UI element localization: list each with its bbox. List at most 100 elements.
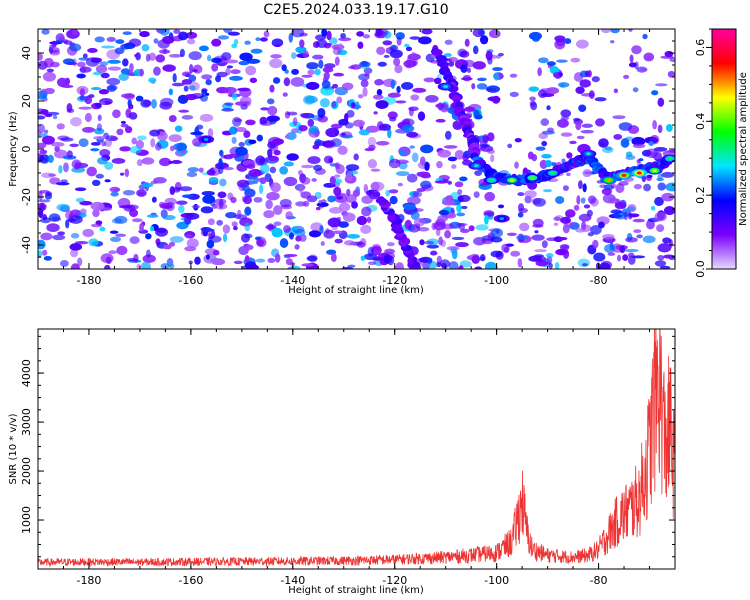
heatmap-noise-cell xyxy=(627,252,635,258)
heatmap-noise-cell xyxy=(279,238,289,248)
heatmap-noise-cell xyxy=(62,58,75,65)
heatmap-noise-cell xyxy=(612,115,626,120)
heatmap-noise-cell xyxy=(69,143,79,148)
heatmap-noise-cell xyxy=(151,196,157,203)
heatmap-peak-core xyxy=(529,176,535,180)
heatmap-noise-cell xyxy=(248,139,257,145)
heatmap-noise-cell xyxy=(424,161,430,172)
heatmap-noise-cell xyxy=(223,167,234,171)
heatmap-noise-cell xyxy=(456,203,462,213)
heatmap-noise-cell xyxy=(613,133,623,140)
heatmap-noise-cell xyxy=(291,226,299,230)
heatmap-noise-cell xyxy=(631,136,646,146)
heatmap-noise-cell xyxy=(78,138,89,148)
heatmap-noise-cell xyxy=(616,254,622,262)
heatmap-noise-cell xyxy=(245,65,257,76)
heatmap-noise-cell xyxy=(43,57,54,68)
heatmap-noise-cell xyxy=(395,262,404,269)
heatmap-noise-cell xyxy=(610,209,623,214)
heatmap-noise-cell xyxy=(399,150,405,157)
heatmap-noise-cell xyxy=(632,87,639,93)
heatmap-noise-cell xyxy=(66,150,73,159)
heatmap-noise-cell xyxy=(42,249,48,256)
heatmap-noise-cell xyxy=(323,139,336,149)
heatmap-noise-cell xyxy=(181,71,192,77)
heatmap-noise-cell xyxy=(263,30,270,38)
heatmap-noise-cell xyxy=(129,63,134,73)
heatmap-noise-cell xyxy=(479,145,494,152)
heatmap-noise-cell xyxy=(638,158,644,162)
heatmap-noise-cell xyxy=(372,256,383,261)
heatmap-noise-cell xyxy=(47,154,54,163)
heatmap-noise-cell xyxy=(669,57,675,63)
heatmap-noise-cell xyxy=(459,176,468,182)
heatmap-noise-cell xyxy=(514,161,519,169)
heatmap-noise-cell xyxy=(322,66,334,73)
heatmap-noise-cell xyxy=(290,76,305,87)
heatmap-noise-cell xyxy=(269,58,283,69)
heatmap-noise-cell xyxy=(295,235,302,242)
heatmap-noise-cell xyxy=(71,29,79,36)
heatmap-noise-cell xyxy=(560,132,573,137)
heatmap-noise-cell xyxy=(530,101,538,111)
heatmap-noise-cell xyxy=(90,201,105,211)
heatmap-noise-cell xyxy=(458,264,464,269)
heatmap-noise-cell xyxy=(174,125,183,132)
heatmap-noise-cell xyxy=(183,85,189,92)
heatmap-noise-cell xyxy=(272,138,284,145)
heatmap-noise-cell xyxy=(112,109,121,119)
heatmap-peak-core xyxy=(667,157,673,161)
heatmap-noise-cell xyxy=(273,221,282,226)
heatmap-noise-cell xyxy=(48,213,61,222)
heatmap-noise-cell xyxy=(318,59,324,69)
heatmap-noise-cell xyxy=(219,178,227,187)
heatmap-noise-cell xyxy=(359,61,371,68)
heatmap-noise-cell xyxy=(438,236,443,246)
heatmap-noise-cell xyxy=(244,222,251,232)
heatmap-noise-cell xyxy=(148,52,157,61)
heatmap-noise-cell xyxy=(358,129,370,136)
heatmap-noise-cell xyxy=(490,250,503,258)
heatmap-track-cell xyxy=(387,213,396,222)
heatmap-noise-cell xyxy=(357,41,364,49)
heatmap-noise-cell xyxy=(412,208,424,212)
heatmap-noise-cell xyxy=(46,223,60,233)
heatmap-noise-cell xyxy=(38,189,50,194)
heatmap-noise-cell xyxy=(375,29,383,37)
heatmap-noise-cell xyxy=(451,236,465,241)
heatmap-noise-cell xyxy=(208,176,219,184)
heatmap-noise-cell xyxy=(531,32,541,42)
heatmap-noise-cell xyxy=(48,44,54,55)
heatmap-noise-cell xyxy=(473,109,480,120)
heatmap-noise-cell xyxy=(260,107,269,111)
heatmap-noise-cell xyxy=(375,100,389,109)
y-tick-label: -20 xyxy=(20,188,33,206)
heatmap-noise-cell xyxy=(226,65,234,69)
heatmap-noise-cell xyxy=(219,149,224,157)
heatmap-noise-cell xyxy=(93,135,107,140)
heatmap-noise-cell xyxy=(473,237,486,246)
heatmap-noise-cell xyxy=(172,142,187,151)
heatmap-noise-cell xyxy=(270,182,281,193)
heatmap-noise-cell xyxy=(648,141,654,146)
heatmap-noise-cell xyxy=(598,138,609,148)
heatmap-noise-cell xyxy=(382,125,387,129)
heatmap-noise-cell xyxy=(314,68,321,76)
heatmap-noise-cell xyxy=(283,176,298,187)
heatmap-noise-cell xyxy=(260,37,268,42)
snr-x-ticks: -180 -160 -140 -120 -100 -80 xyxy=(37,329,676,587)
heatmap-noise-cell xyxy=(307,69,315,76)
heatmap-noise-cell xyxy=(498,52,504,57)
heatmap-noise-cell xyxy=(234,214,248,220)
heatmap-noise-cell xyxy=(570,57,581,63)
heatmap-noise-cell xyxy=(160,202,173,209)
heatmap-noise-cell xyxy=(146,214,159,218)
heatmap-noise-cell xyxy=(56,123,65,130)
heatmap-noise-cell xyxy=(244,255,250,263)
heatmap-noise-cell xyxy=(541,240,548,249)
heatmap-noise-cell xyxy=(162,35,175,44)
heatmap-noise-cell xyxy=(420,180,432,190)
heatmap-noise-cell xyxy=(146,249,151,258)
heatmap-noise-cell xyxy=(255,258,266,263)
